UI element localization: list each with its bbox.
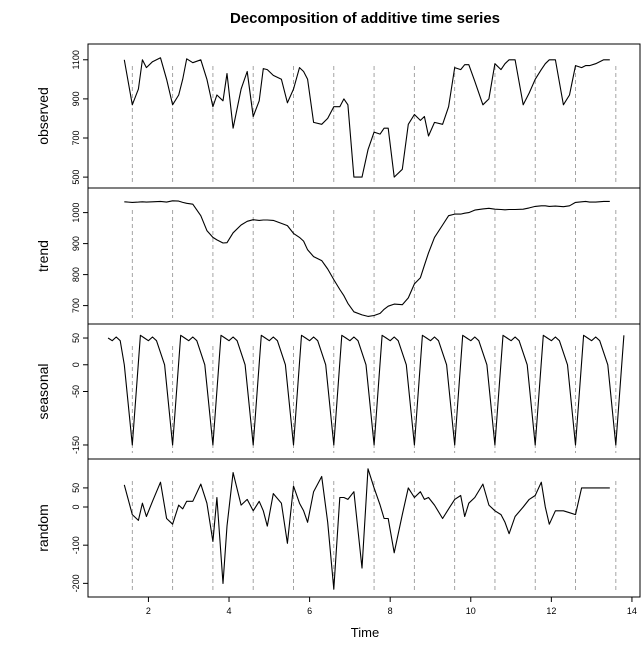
x-axis-label: Time [351, 625, 379, 640]
x-axis: 2 4 6 8 10 12 14 [146, 597, 637, 616]
y-tick-label: -100 [71, 536, 81, 554]
series-line-observed [123, 57, 610, 178]
y-tick-label: 900 [71, 236, 81, 251]
y-tick-label: 50 [71, 333, 81, 343]
y-tick-label: 800 [71, 267, 81, 282]
y-tick-label: 700 [71, 130, 81, 145]
series-line-random [123, 468, 610, 590]
y-axis-label-observed: observed [35, 87, 51, 145]
x-tick-label: 4 [227, 606, 232, 616]
panel-frame [87, 187, 641, 325]
series-line-trend [124, 200, 610, 317]
panel-seasonal: -150 -50 0 50 seasonal [35, 323, 641, 460]
panel-random: -200 -100 0 50 random [35, 458, 641, 598]
panel-frame [87, 458, 641, 598]
chart-title: Decomposition of additive time series [230, 10, 500, 27]
panel-frame [87, 323, 641, 460]
x-tick-label: 12 [546, 606, 556, 616]
y-tick-label: 0 [71, 362, 81, 367]
y-tick-label: 700 [71, 298, 81, 313]
y-axis-label-seasonal: seasonal [35, 363, 51, 419]
y-tick-label: 500 [71, 170, 81, 185]
y-tick-label: -50 [71, 385, 81, 398]
y-axis-label-random: random [35, 504, 51, 551]
series-line-seasonal [107, 334, 625, 446]
x-tick-label: 10 [466, 606, 476, 616]
x-tick-label: 6 [307, 606, 312, 616]
y-tick-label: 900 [71, 91, 81, 106]
panel-trend: 700 800 900 1000 trend [35, 187, 641, 325]
panel-observed: 500 700 900 1100 observed [35, 43, 641, 189]
x-tick-label: 8 [388, 606, 393, 616]
y-tick-label: 1100 [71, 50, 81, 69]
x-tick-label: 2 [146, 606, 151, 616]
x-tick-label: 14 [627, 606, 637, 616]
y-tick-label: 50 [71, 483, 81, 493]
y-tick-label: 1000 [71, 203, 81, 223]
y-tick-label: -150 [71, 436, 81, 454]
panels-layer: 5007009001100observed7008009001000trend-… [35, 43, 641, 598]
y-tick-label: 0 [71, 504, 81, 509]
y-tick-label: -200 [71, 574, 81, 592]
y-axis-label-trend: trend [35, 240, 51, 272]
